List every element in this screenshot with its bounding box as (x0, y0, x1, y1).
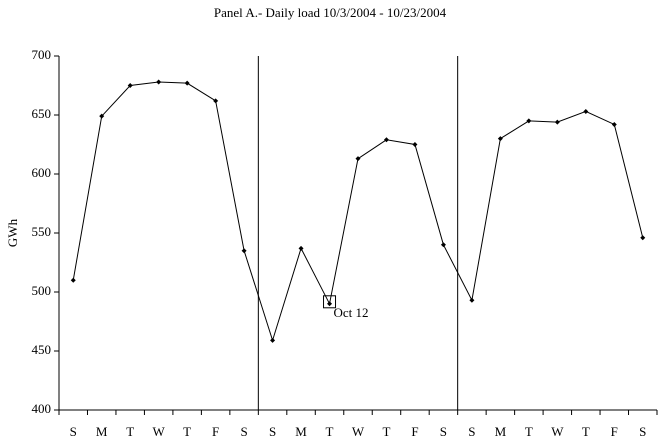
x-tick-label: F (611, 424, 618, 439)
x-tick-label: S (468, 424, 475, 439)
point (554, 119, 560, 125)
x-tick-label: W (352, 424, 365, 439)
y-tick-label: 600 (32, 165, 52, 180)
x-tick-label: F (411, 424, 418, 439)
y-tick-label: 450 (32, 342, 52, 357)
x-tick-label: S (269, 424, 276, 439)
point (213, 98, 219, 104)
point (156, 79, 162, 85)
point (526, 118, 532, 124)
y-tick-label: 550 (32, 224, 52, 239)
x-tick-label: W (551, 424, 564, 439)
point (127, 83, 133, 88)
point (583, 108, 589, 114)
point (383, 137, 389, 143)
y-tick-label: 400 (32, 401, 52, 416)
x-tick-label: M (96, 424, 108, 439)
y-tick-label: 500 (32, 283, 52, 298)
x-tick-label: S (440, 424, 447, 439)
point (99, 113, 105, 119)
annotation: Oct 12 (334, 305, 369, 320)
x-tick-label: T (525, 424, 533, 439)
y-tick-label: 700 (32, 47, 52, 62)
y-tick-label: 650 (32, 106, 52, 121)
point (241, 248, 247, 254)
point (412, 142, 418, 147)
point (184, 80, 190, 86)
x-tick-label: M (495, 424, 507, 439)
point (497, 136, 503, 142)
point (440, 242, 446, 248)
x-tick-label: T (582, 424, 590, 439)
x-tick-label: S (639, 424, 646, 439)
x-tick-label: M (295, 424, 307, 439)
annotation-box (323, 295, 337, 309)
x-tick-label: T (126, 424, 134, 439)
point (611, 121, 617, 127)
x-tick-label: S (70, 424, 77, 439)
x-tick-label: T (382, 424, 390, 439)
point (270, 337, 276, 343)
point (298, 245, 304, 251)
chart-title: Panel A.- Daily load 10/3/2004 - 10/23/2… (214, 5, 447, 20)
x-tick-label: T (326, 424, 334, 439)
point (469, 297, 475, 303)
x-tick-label: S (240, 424, 247, 439)
x-tick-label: T (183, 424, 191, 439)
x-tick-label: W (153, 424, 166, 439)
x-tick-label: F (212, 424, 219, 439)
point (70, 277, 76, 283)
point (640, 235, 646, 241)
point (355, 156, 361, 162)
y-axis-label: GWh (5, 218, 20, 247)
point (327, 301, 333, 307)
